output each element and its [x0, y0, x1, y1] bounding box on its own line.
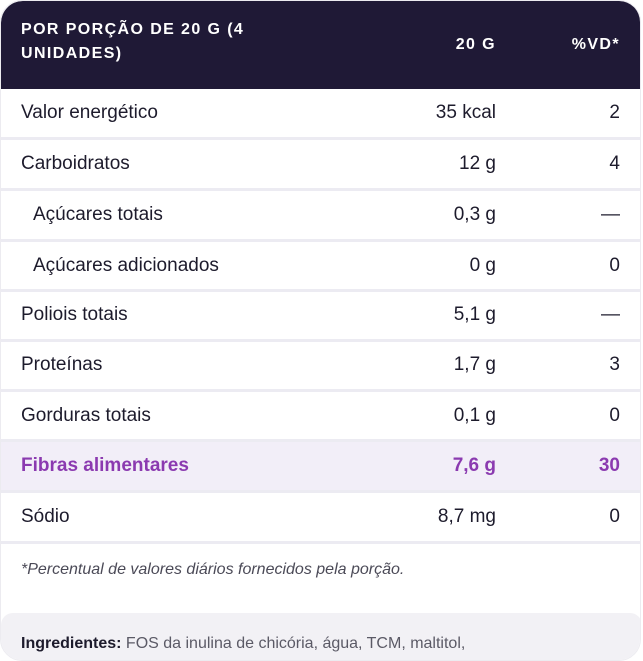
daily-value-column-header: %VD* [571, 36, 620, 53]
ingredients-list: FOS da inulina de chicória, água, TCM, m… [121, 635, 466, 652]
row-divider [1, 239, 640, 242]
serving-size-header: POR PORÇÃO DE 20 G (4 UNIDADES) [21, 21, 245, 62]
row-name: Sódio [21, 506, 70, 527]
daily-value-footnote: *Percentual de valores diários fornecido… [21, 561, 405, 578]
row-daily-value: 0 [609, 255, 620, 276]
row-name: Valor energético [21, 102, 158, 123]
table-row-total-fats: Gorduras totais 0,1 g 0 [1, 392, 640, 440]
row-quantity: 0,1 g [453, 405, 496, 426]
row-name: Gorduras totais [21, 405, 151, 426]
row-divider [1, 490, 640, 493]
row-daily-value: 3 [609, 354, 620, 375]
row-name: Carboidratos [21, 153, 130, 174]
row-divider [1, 137, 640, 140]
row-name: Açúcares totais [33, 204, 163, 225]
table-row-energy: Valor energético 35 kcal 2 [1, 89, 640, 137]
row-quantity: 1,7 g [453, 354, 496, 375]
row-quantity: 7,6 g [452, 455, 496, 476]
row-quantity: 12 g [459, 153, 496, 174]
row-daily-value: — [601, 204, 620, 225]
row-quantity: 8,7 mg [437, 506, 496, 527]
row-divider [1, 188, 640, 191]
row-quantity: 0,3 g [453, 204, 496, 225]
quantity-column-header: 20 G [455, 36, 496, 53]
table-row-added-sugars: Açúcares adicionados 0 g 0 [1, 242, 640, 290]
row-name: Poliois totais [21, 304, 128, 325]
row-name: Proteínas [21, 354, 103, 375]
row-name: Açúcares adicionados [33, 255, 219, 276]
table-row-sodium: Sódio 8,7 mg 0 [1, 493, 640, 541]
table-row-total-sugars: Açúcares totais 0,3 g — [1, 191, 640, 239]
table-header: POR PORÇÃO DE 20 G (4 UNIDADES) 20 G %VD… [1, 1, 640, 89]
row-quantity: 5,1 g [453, 304, 496, 325]
row-daily-value: 2 [609, 102, 620, 123]
row-name: Fibras alimentares [21, 455, 189, 476]
row-divider [1, 439, 640, 442]
row-divider [1, 541, 640, 544]
table-row-carbohydrates: Carboidratos 12 g 4 [1, 140, 640, 188]
row-daily-value: 0 [609, 405, 620, 426]
table-row-proteins: Proteínas 1,7 g 3 [1, 341, 640, 389]
row-daily-value: 0 [609, 506, 620, 527]
row-divider [1, 389, 640, 392]
table-row-dietary-fiber: Fibras alimentares 7,6 g 30 [1, 442, 640, 490]
row-daily-value: — [601, 304, 620, 325]
row-divider [1, 289, 640, 292]
table-row-polyols: Poliois totais 5,1 g — [1, 291, 640, 339]
ingredients-box: Ingredientes: FOS da inulina de chicória… [1, 613, 640, 660]
row-daily-value: 4 [609, 153, 620, 174]
ingredients-label: Ingredientes: [21, 635, 122, 652]
row-daily-value: 30 [598, 455, 620, 476]
row-divider [1, 339, 640, 342]
row-quantity: 35 kcal [435, 102, 496, 123]
row-quantity: 0 g [469, 255, 496, 276]
ingredients-text: Ingredientes: FOS da inulina de chicória… [21, 635, 465, 653]
